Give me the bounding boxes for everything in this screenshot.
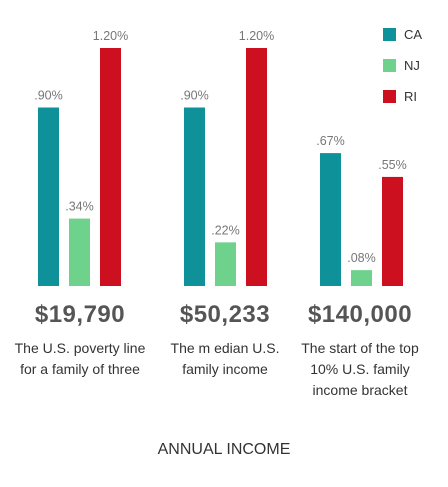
bar-ca-3	[320, 153, 341, 286]
data-label-ri-1: 1.20%	[93, 29, 128, 43]
bar-nj-2	[215, 242, 236, 286]
legend-label-nj: NJ	[404, 58, 420, 73]
data-label-ri-2: 1.20%	[239, 29, 274, 43]
bar-ri-2	[246, 48, 267, 286]
legend-label-ri: RI	[404, 89, 417, 104]
category-group-2: $50,233 The m edian U.S. family income	[152, 300, 298, 380]
legend-swatch-ca	[383, 28, 396, 41]
data-label-nj-3: .08%	[347, 251, 376, 265]
bar-nj-1	[69, 218, 90, 286]
category-group-3: $140,000 The start of the top 10% U.S. f…	[300, 300, 420, 401]
bar-chart: .90% .90% .67% .34% .22% .08% 1.20% 1.20% .55% CA…	[34, 27, 422, 286]
data-label-nj-2: .22%	[211, 223, 240, 237]
bar-ri-3	[382, 176, 403, 286]
legend-label-ca: CA	[404, 27, 422, 42]
category-description: The m edian U.S. family income	[170, 340, 280, 377]
data-label-nj-1: .34%	[65, 200, 94, 214]
legend-swatch-ri	[383, 90, 396, 103]
category-group-1: $19,790 The U.S. poverty line for a fami…	[8, 300, 152, 380]
data-label-ca-3: .67%	[316, 134, 345, 148]
data-label-ca-1: .90%	[34, 89, 63, 103]
bar-ca-2	[184, 107, 205, 286]
category-description: The U.S. poverty line for a family of th…	[14, 340, 146, 377]
category-amount: $19,790	[34, 301, 126, 328]
bar-nj-3	[351, 270, 372, 286]
category-amount: $140,000	[307, 301, 413, 328]
data-label-ri-3: .55%	[378, 158, 407, 172]
category-description: The start of the top 10% U.S. family inc…	[301, 340, 419, 398]
data-label-ca-2: .90%	[180, 89, 209, 103]
bar-ri-1	[100, 48, 121, 286]
category-amount: $50,233	[179, 301, 271, 328]
x-axis-label: ANNUAL INCOME	[157, 441, 291, 458]
legend-swatch-nj	[383, 59, 396, 72]
bar-ca-1	[38, 107, 59, 286]
